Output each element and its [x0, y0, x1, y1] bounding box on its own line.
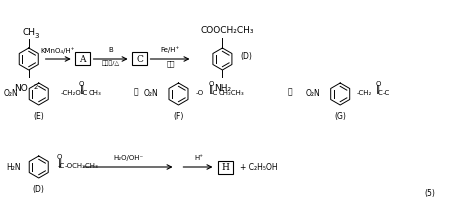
Text: KMnO₄/H⁺: KMnO₄/H⁺	[40, 47, 75, 54]
Text: -CH₂O: -CH₂O	[61, 90, 81, 96]
Text: H⁺: H⁺	[194, 155, 203, 161]
Text: + C₂H₅OH: + C₂H₅OH	[240, 163, 278, 172]
Text: -C: -C	[58, 163, 65, 169]
Text: ‖: ‖	[58, 159, 62, 168]
Text: COOCH₂CH₃: COOCH₂CH₃	[201, 26, 254, 35]
Text: H₂N: H₂N	[6, 163, 21, 172]
Text: (5): (5)	[424, 189, 435, 198]
Text: O: O	[209, 81, 214, 87]
Text: (G): (G)	[334, 112, 346, 121]
Text: NH₂: NH₂	[214, 84, 231, 93]
Text: H: H	[221, 163, 230, 172]
Text: 浓硫酸/△: 浓硫酸/△	[102, 60, 120, 65]
Text: (D): (D)	[240, 52, 252, 61]
Text: O: O	[375, 81, 381, 87]
Bar	[75, 52, 90, 65]
Text: 、: 、	[133, 87, 138, 97]
Text: O₂N: O₂N	[144, 89, 158, 99]
Text: CH₃: CH₃	[89, 90, 101, 96]
Text: 还原: 还原	[166, 60, 175, 67]
Text: 3: 3	[35, 33, 39, 39]
Text: -O: -O	[195, 90, 203, 96]
Text: A: A	[79, 54, 86, 63]
Text: H₂O/OH⁻: H₂O/OH⁻	[113, 155, 144, 161]
Text: -CH₂: -CH₂	[356, 90, 372, 96]
Text: (D): (D)	[33, 185, 45, 194]
Text: (E): (E)	[33, 112, 44, 121]
Text: C: C	[136, 54, 143, 63]
Text: -C: -C	[81, 90, 88, 96]
Text: O₂N: O₂N	[306, 89, 320, 99]
Text: ‖: ‖	[376, 85, 380, 95]
Text: -C: -C	[211, 90, 218, 96]
Text: CH₂CH₃: CH₂CH₃	[218, 90, 244, 96]
Text: Fe/H⁺: Fe/H⁺	[161, 46, 180, 53]
Text: -C: -C	[383, 90, 390, 96]
Text: 2: 2	[34, 84, 38, 90]
Text: (F): (F)	[173, 112, 184, 121]
Bar	[218, 161, 233, 174]
Text: O: O	[57, 154, 63, 160]
Text: B: B	[108, 47, 113, 53]
Text: CH: CH	[22, 28, 35, 37]
Text: C: C	[377, 90, 382, 96]
Text: ‖: ‖	[209, 85, 214, 95]
Text: -OCH₂CH₃: -OCH₂CH₃	[65, 163, 99, 169]
Text: ‖: ‖	[80, 85, 84, 95]
Bar	[132, 52, 147, 65]
Text: O: O	[79, 81, 84, 87]
Text: O₂N: O₂N	[4, 89, 19, 99]
Text: 、: 、	[288, 87, 292, 97]
Text: NO: NO	[14, 84, 28, 93]
